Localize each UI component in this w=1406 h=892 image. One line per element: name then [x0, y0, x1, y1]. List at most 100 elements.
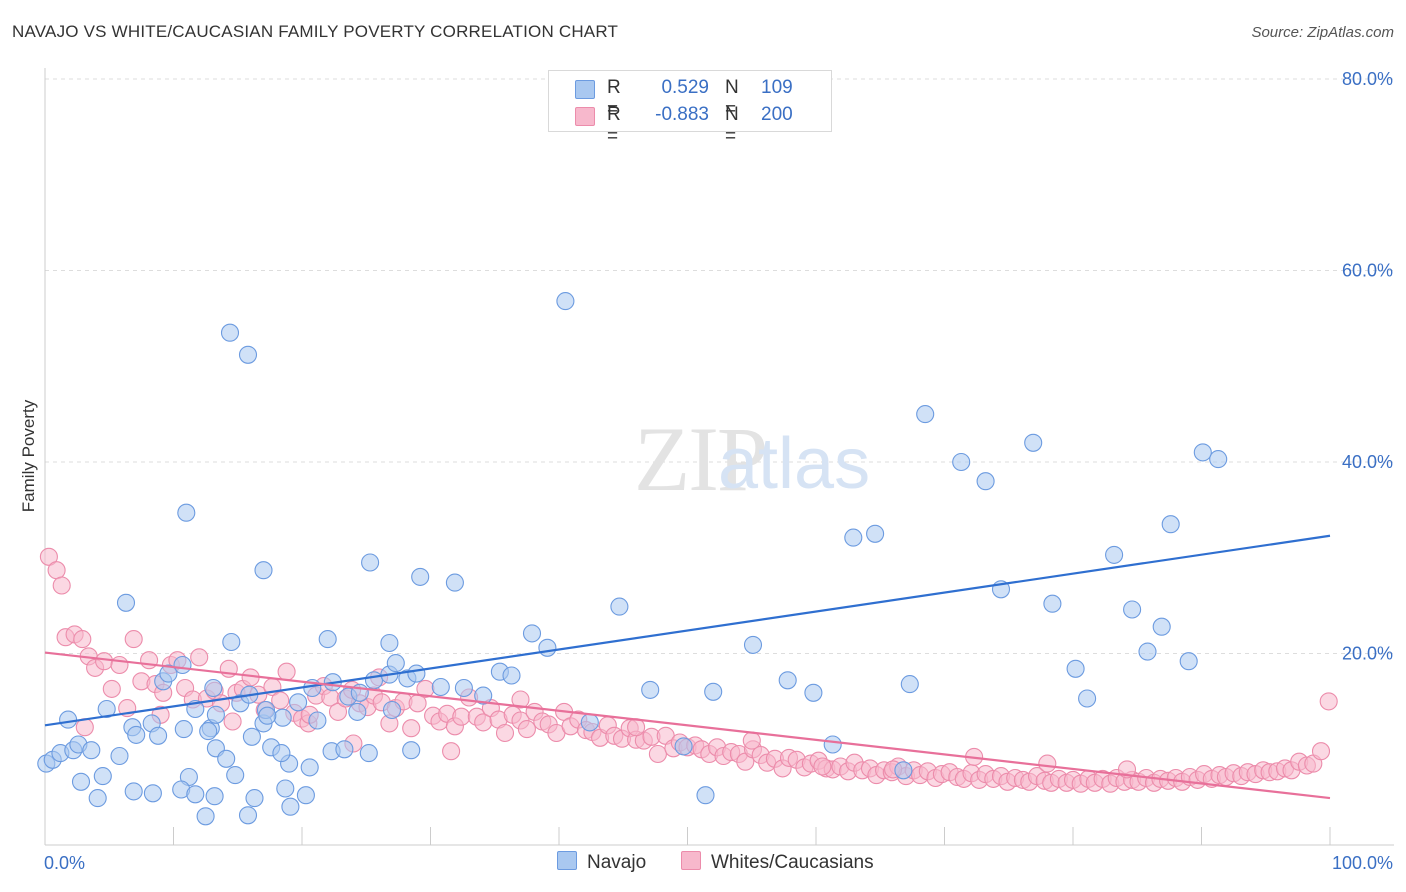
r-label: R =: [607, 77, 621, 120]
y-tick-label-20: 20.0%: [1342, 644, 1393, 664]
navajo-point-85: [538, 638, 557, 657]
white-point-175: [1311, 742, 1331, 761]
navajo-point-59: [238, 345, 258, 364]
white-point-0: [39, 547, 58, 566]
navajo-point-78: [281, 797, 300, 816]
white-point-2: [52, 576, 71, 595]
navajo-point-108: [1078, 689, 1097, 708]
white-point-50: [402, 719, 421, 738]
white-point-57: [452, 707, 471, 726]
navajo-point-32: [359, 744, 378, 763]
white-point-32: [271, 691, 290, 710]
navajo-point-69: [124, 782, 143, 801]
x-tick-label-min: 0.0%: [44, 853, 85, 873]
navajo-point-39: [204, 678, 223, 698]
r-label: R =: [607, 104, 621, 147]
navajo-trend-line: [44, 534, 1331, 727]
navajo-point-64: [411, 567, 430, 586]
white-legend-label: Whites/Caucasians: [711, 852, 874, 873]
navajo-point-74: [205, 787, 224, 806]
navajo-point-62: [361, 553, 380, 572]
navajo-point-106: [1043, 594, 1062, 613]
navajo-point-68: [88, 789, 107, 808]
navajo-point-49: [364, 671, 384, 690]
navajo-point-63: [380, 633, 399, 653]
navajo-point-112: [1152, 617, 1171, 636]
navajo-point-61: [318, 630, 337, 649]
navajo-point-8: [97, 699, 116, 719]
navajo-point-115: [1193, 443, 1212, 462]
navajo-point-91: [696, 786, 715, 805]
navajo-point-13: [149, 726, 168, 745]
navajo-point-51: [386, 654, 405, 673]
white-n-value: 200: [761, 104, 793, 125]
navajo-point-3: [59, 710, 78, 729]
navajo-point-96: [823, 735, 842, 754]
legend-item-white: Whites/Caucasians: [681, 851, 874, 874]
navajo-point-72: [186, 785, 205, 804]
navajo-point-76: [245, 789, 264, 808]
navajo-point-95: [804, 683, 823, 702]
navajo-point-101: [916, 405, 935, 424]
navajo-point-94: [778, 671, 797, 690]
navajo-point-92: [704, 682, 723, 701]
navajo-point-70: [143, 784, 162, 803]
navajo-point-38: [199, 722, 218, 741]
navajo-point-9: [110, 746, 129, 766]
navajo-point-80: [454, 678, 473, 698]
white-point-8: [95, 652, 114, 671]
navajo-point-88: [610, 597, 629, 616]
navajo-point-34: [402, 741, 421, 760]
navajo-point-83: [502, 666, 521, 685]
white-point-66: [517, 720, 536, 739]
navajo-point-116: [1209, 450, 1228, 469]
navajo-point-30: [335, 740, 354, 759]
white-point-84: [648, 744, 667, 764]
white-point-179: [223, 712, 242, 731]
white-point-12: [124, 630, 143, 649]
navajo-point-40: [222, 632, 241, 652]
navajo-point-73: [196, 807, 215, 826]
navajo-point-107: [1066, 659, 1085, 678]
navajo-point-57: [206, 705, 225, 724]
navajo-point-53: [407, 664, 426, 683]
watermark-zip: ZIP: [634, 408, 766, 510]
white-point-14: [140, 651, 159, 670]
white-swatch: [575, 107, 595, 126]
navajo-n-value: 109: [761, 77, 793, 98]
navajo-point-21: [242, 727, 261, 746]
legend-item-navajo: Navajo: [557, 851, 646, 874]
y-tick-label-60: 60.0%: [1342, 261, 1393, 281]
source-label: Source: ZipAtlas.com: [1251, 24, 1394, 41]
navajo-point-97: [844, 528, 863, 547]
navajo-point-114: [1179, 652, 1198, 671]
navajo-point-90: [674, 737, 693, 756]
navajo-point-55: [159, 664, 178, 683]
white-r-value: -0.883: [655, 104, 709, 125]
y-tick-label-80: 80.0%: [1342, 69, 1393, 89]
navajo-point-18: [217, 749, 236, 768]
navajo-point-65: [431, 677, 450, 697]
white-point-63: [495, 723, 515, 743]
white-point-186: [742, 731, 761, 750]
n-label: N =: [725, 104, 739, 147]
white-point-21: [190, 648, 209, 667]
navajo-point-43: [272, 744, 291, 763]
navajo-point-31: [348, 702, 367, 721]
white-point-5: [73, 630, 92, 649]
navajo-point-109: [1105, 545, 1124, 564]
navajo-legend-label: Navajo: [587, 852, 647, 873]
navajo-point-89: [641, 680, 660, 699]
legend-stats: R = 0.529 N = 109 R = -0.883 N = 200: [548, 70, 832, 147]
n-label: N =: [725, 77, 739, 120]
white-legend-swatch: [681, 851, 701, 870]
white-point-10: [110, 655, 129, 675]
white-point-40: [328, 702, 348, 721]
navajo-point-44: [289, 693, 308, 712]
x-tick-label-max: 100.0%: [1332, 853, 1393, 873]
navajo-point-84: [522, 624, 542, 643]
navajo-point-60: [254, 561, 273, 580]
white-point-1: [47, 561, 66, 580]
navajo-point-67: [71, 772, 91, 791]
navajo-point-11: [127, 725, 146, 744]
